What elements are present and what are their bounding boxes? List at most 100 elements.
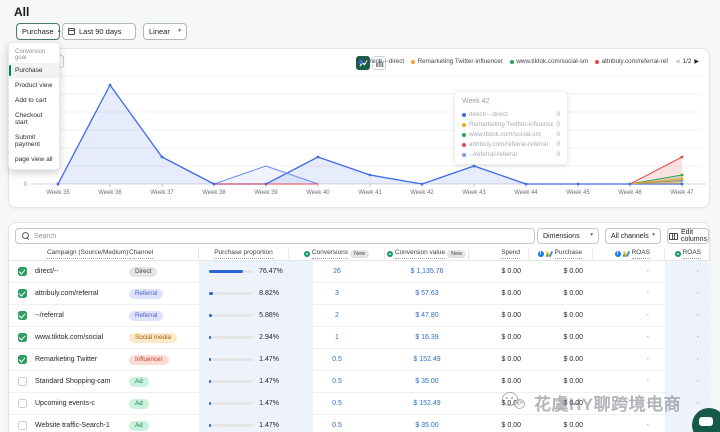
proportion-bar <box>209 335 253 340</box>
row-checkbox[interactable] <box>17 421 27 430</box>
legend-item[interactable]: Remarketing Twitter-influencer <box>411 58 503 65</box>
campaign-link[interactable]: Upcoming events-c <box>35 400 95 407</box>
row-checkbox[interactable] <box>17 377 27 386</box>
row-checkbox[interactable] <box>17 267 27 276</box>
conversion-value-link[interactable]: $ 152.49 <box>413 356 441 363</box>
chart-legend: direct/---direct Remarketing Twitter-inf… <box>358 58 699 65</box>
tooltip-row: --/referral-referral 0 <box>462 151 560 158</box>
goal-menu-item[interactable]: Product view <box>15 82 53 89</box>
chevron-down-icon: ▾ <box>652 232 655 239</box>
goal-menu-item[interactable]: Submit payment <box>15 134 40 148</box>
conversion-value-link[interactable]: $ 57.63 <box>415 290 439 297</box>
shopify-icon <box>386 250 393 257</box>
svg-text:Week 37: Week 37 <box>150 190 174 196</box>
conversions-link[interactable]: 3 <box>335 290 339 297</box>
proportion-value: 2.94% <box>259 334 279 341</box>
conversions-link[interactable]: 0.5 <box>332 356 342 363</box>
search-icon <box>22 232 30 240</box>
row-checkbox[interactable] <box>17 355 27 364</box>
header-proportion[interactable]: Purchase proportion <box>199 248 289 259</box>
conversion-value-link[interactable]: $ 152.49 <box>413 400 441 407</box>
legend-dot <box>595 59 600 64</box>
edit-columns-button[interactable]: Edit columns <box>667 228 709 244</box>
conversion-value-link[interactable]: $ 47.80 <box>415 312 439 319</box>
channel-badge: Referral <box>129 288 164 299</box>
conversion-value-link[interactable]: $ 35.00 <box>415 378 439 385</box>
roas-ads-value: - <box>646 378 649 385</box>
campaign-link[interactable]: Website traffic-Search-1 <box>35 422 110 429</box>
roas-ads-value: - <box>646 400 649 407</box>
tooltip-series-value: 0 <box>556 131 560 138</box>
legend-item[interactable]: www.tiktok.com/social-sm <box>509 58 589 65</box>
spend-value: $ 0.00 <box>501 334 521 341</box>
dimensions-select[interactable]: Dimensions ▾ <box>537 228 599 244</box>
shopify-icon <box>674 250 681 257</box>
proportion-value: 1.47% <box>259 400 279 407</box>
proportion-value: 5.88% <box>259 312 279 319</box>
conversions-link[interactable]: 0.5 <box>332 400 342 407</box>
campaign-link[interactable]: Remarketing Twitter <box>35 356 98 363</box>
tooltip-series-value: 0 <box>556 141 560 148</box>
header-purchase[interactable]: f Purchase <box>529 248 593 259</box>
row-checkbox[interactable] <box>17 399 27 408</box>
channel-badge: Social media <box>129 332 178 343</box>
conversions-link[interactable]: 0.5 <box>332 378 342 385</box>
proportion-value: 8.82% <box>259 290 279 297</box>
conversions-link[interactable]: 2 <box>335 312 339 319</box>
legend-page-indicator: 1/2 <box>682 58 692 65</box>
chat-widget-button[interactable] <box>692 408 720 432</box>
header-spend[interactable]: Spend <box>469 248 529 259</box>
conversions-link[interactable]: 1 <box>335 334 339 341</box>
tooltip-series-dot <box>462 142 466 147</box>
new-badge: New <box>447 249 467 258</box>
table-row: Standard Shopping-cam Ad 1.47% 0.5 $ 35.… <box>9 371 709 393</box>
campaign-link[interactable]: direct/-- <box>35 268 59 275</box>
goal-menu-item[interactable]: Purchase <box>9 63 59 78</box>
svg-text:Week 39: Week 39 <box>254 190 278 196</box>
header-conversion-value[interactable]: Conversion value New <box>385 248 469 259</box>
conversion-goal-dropdown-button[interactable]: Purchase ▴ <box>16 23 60 40</box>
legend-label: www.tiktok.com/social-sm <box>516 58 589 65</box>
roas-ads-value: - <box>646 334 649 341</box>
header-channel[interactable]: Channel <box>129 248 199 259</box>
legend-prev-icon[interactable]: ◀ <box>674 59 680 65</box>
legend-item[interactable]: direct/---direct <box>358 58 404 65</box>
row-checkbox[interactable] <box>17 289 27 298</box>
campaign-link[interactable]: Standard Shopping-cam <box>35 378 111 385</box>
row-checkbox[interactable] <box>17 311 27 320</box>
header-roas-ads[interactable]: f ROAS <box>593 248 665 259</box>
proportion-value: 1.47% <box>259 356 279 363</box>
tooltip-rows: direct/---direct 0 Remarketing Twittter-… <box>462 111 560 158</box>
search-input[interactable] <box>34 232 528 240</box>
campaign-link[interactable]: --/referral <box>35 312 64 319</box>
dimensions-label: Dimensions <box>543 232 580 240</box>
conversions-link[interactable]: 26 <box>333 268 341 275</box>
chevron-up-icon: ▴ <box>57 27 61 34</box>
legend-next-icon[interactable]: ▶ <box>694 59 699 65</box>
tooltip-series-dot <box>462 112 466 117</box>
row-checkbox[interactable] <box>17 333 27 342</box>
legend-items: direct/---direct Remarketing Twitter-inf… <box>358 58 668 65</box>
legend-item[interactable]: attribuly.com/referral-ref <box>595 58 668 65</box>
new-badge: New <box>350 249 370 258</box>
header-campaign[interactable]: Campaign (Source/Medium) <box>35 249 129 259</box>
header-conversions[interactable]: Conversions New <box>289 248 385 259</box>
goal-menu-item[interactable]: page view all <box>15 156 53 163</box>
conversion-value-link[interactable]: $ 35.00 <box>415 422 439 429</box>
goal-menu-item[interactable]: Add to cart <box>15 97 47 104</box>
header-roas[interactable]: ROAS <box>665 249 711 259</box>
campaign-link[interactable]: www.tiktok.com/social <box>35 334 104 341</box>
bar-chart-button[interactable] <box>372 56 386 70</box>
scale-select[interactable]: Linear ▾ <box>143 23 187 40</box>
channels-label: All channels <box>611 232 649 240</box>
conversion-value-link[interactable]: $ 1,135.76 <box>410 268 444 275</box>
conversions-link[interactable]: 0.5 <box>332 422 342 429</box>
chart-tooltip: Week 42 direct/---direct 0 Remarketing T… <box>455 92 567 164</box>
tooltip-series-label: --/referral-referral <box>469 151 517 158</box>
conversion-value-link[interactable]: $ 16.39 <box>415 334 439 341</box>
channels-select[interactable]: All channels ▾ <box>605 228 661 244</box>
campaign-link[interactable]: attribuly.com/referral <box>35 290 99 297</box>
goal-menu-item[interactable]: Checkout start <box>15 112 43 126</box>
date-range-button[interactable]: Last 90 days <box>62 23 136 40</box>
